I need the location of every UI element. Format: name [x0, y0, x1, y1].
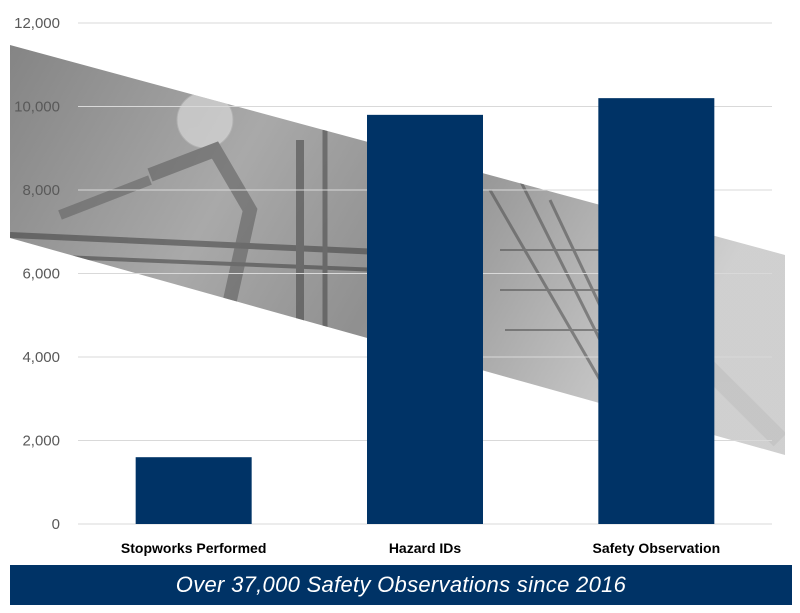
footer-banner: Over 37,000 Safety Observations since 20… [10, 565, 792, 605]
y-tick-label: 10,000 [14, 99, 60, 116]
x-axis-categories: Stopworks Performed Hazard IDs Safety Obse… [121, 540, 720, 556]
y-tick-label: 8,000 [22, 182, 60, 199]
footer-text: Over 37,000 Safety Observations since 20… [175, 572, 627, 597]
y-tick-label: 6,000 [22, 266, 60, 283]
bar-safety-observation [598, 98, 715, 525]
bars [135, 98, 715, 525]
bar-hazard-ids [367, 114, 483, 524]
y-tick-label: 0 [52, 516, 60, 533]
x-category-label: Stopworks Performed [121, 540, 266, 556]
footer-banner-background [10, 565, 792, 605]
y-tick-label: 2,000 [22, 433, 60, 450]
y-tick-label: 4,000 [22, 349, 60, 366]
bar-stopworks-performed [135, 457, 252, 524]
y-tick-label: 12,000 [14, 15, 60, 32]
y-axis-ticks: 0 2,000 4,000 6,000 8,000 10,000 12,000 [14, 15, 60, 533]
x-category-label: Safety Observation [593, 540, 721, 556]
x-category-label: Hazard IDs [389, 540, 462, 556]
